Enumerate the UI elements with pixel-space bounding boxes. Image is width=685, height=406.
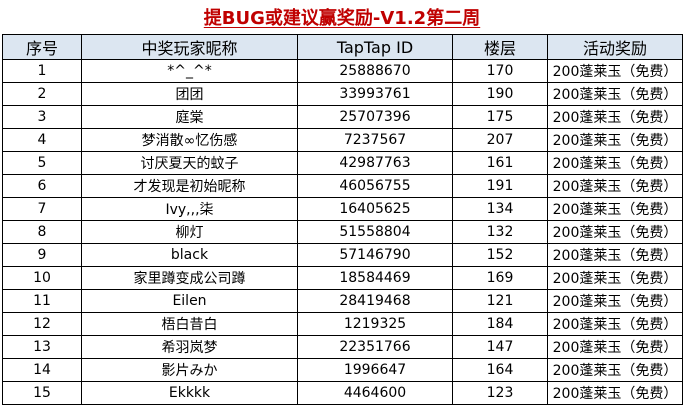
header-taptap-id: TapTap ID <box>297 34 453 60</box>
cell-taptap-id: 25888670 <box>297 59 453 83</box>
cell-nickname: 希羽岚梦 <box>81 335 298 359</box>
winners-sheet: 提BUG或建议赢奖励-V1.2第二周 序号 中奖玩家昵称 TapTap ID 楼… <box>2 4 683 405</box>
cell-rank: 10 <box>2 266 82 290</box>
cell-floor: 207 <box>452 128 548 152</box>
cell-nickname: 梧白昔白 <box>81 312 298 336</box>
table-row: 3 庭棠 25707396 175 200蓬莱玉（免费） <box>2 105 683 129</box>
cell-nickname: 团团 <box>81 82 298 106</box>
cell-rank: 7 <box>2 197 82 221</box>
cell-floor: 161 <box>452 151 548 175</box>
cell-nickname: Ivy,,,柒 <box>81 197 298 221</box>
cell-rank: 12 <box>2 312 82 336</box>
cell-floor: 123 <box>452 381 548 405</box>
winners-table: 序号 中奖玩家昵称 TapTap ID 楼层 活动奖励 1 *^_^* 258886… <box>2 34 683 405</box>
cell-reward: 200蓬莱玉（免费） <box>547 105 683 129</box>
cell-rank: 6 <box>2 174 82 198</box>
cell-floor: 132 <box>452 220 548 244</box>
cell-nickname: 柳灯 <box>81 220 298 244</box>
table-row: 5 讨厌夏天的蚊子 42987763 161 200蓬莱玉（免费） <box>2 151 683 175</box>
cell-reward: 200蓬莱玉（免费） <box>547 59 683 83</box>
header-rank: 序号 <box>2 34 82 60</box>
cell-floor: 134 <box>452 197 548 221</box>
cell-taptap-id: 25707396 <box>297 105 453 129</box>
cell-taptap-id: 1219325 <box>297 312 453 336</box>
cell-taptap-id: 28419468 <box>297 289 453 313</box>
cell-reward: 200蓬莱玉（免费） <box>547 151 683 175</box>
table-row: 13 希羽岚梦 22351766 147 200蓬莱玉（免费） <box>2 335 683 359</box>
cell-rank: 1 <box>2 59 82 83</box>
cell-floor: 147 <box>452 335 548 359</box>
cell-reward: 200蓬莱玉（免费） <box>547 335 683 359</box>
cell-taptap-id: 16405625 <box>297 197 453 221</box>
cell-rank: 14 <box>2 358 82 382</box>
header-floor: 楼层 <box>452 34 548 60</box>
cell-rank: 8 <box>2 220 82 244</box>
table-row: 14 影片みか 1996647 164 200蓬莱玉（免费） <box>2 358 683 382</box>
cell-floor: 169 <box>452 266 548 290</box>
cell-rank: 5 <box>2 151 82 175</box>
cell-nickname: *^_^* <box>81 59 298 83</box>
cell-nickname: 梦消散∞忆伤感 <box>81 128 298 152</box>
cell-taptap-id: 33993761 <box>297 82 453 106</box>
cell-rank: 13 <box>2 335 82 359</box>
table-row: 7 Ivy,,,柒 16405625 134 200蓬莱玉（免费） <box>2 197 683 221</box>
cell-taptap-id: 22351766 <box>297 335 453 359</box>
cell-taptap-id: 4464600 <box>297 381 453 405</box>
cell-nickname: Eilen <box>81 289 298 313</box>
cell-nickname: Ekkkk <box>81 381 298 405</box>
cell-reward: 200蓬莱玉（免费） <box>547 243 683 267</box>
cell-reward: 200蓬莱玉（免费） <box>547 197 683 221</box>
cell-floor: 175 <box>452 105 548 129</box>
cell-taptap-id: 18584469 <box>297 266 453 290</box>
table-row: 10 家里蹲变成公司蹲 18584469 169 200蓬莱玉（免费） <box>2 266 683 290</box>
cell-reward: 200蓬莱玉（免费） <box>547 358 683 382</box>
table-row: 15 Ekkkk 4464600 123 200蓬莱玉（免费） <box>2 381 683 405</box>
cell-nickname: 讨厌夏天的蚊子 <box>81 151 298 175</box>
cell-floor: 184 <box>452 312 548 336</box>
cell-rank: 4 <box>2 128 82 152</box>
cell-reward: 200蓬莱玉（免费） <box>547 266 683 290</box>
cell-taptap-id: 46056755 <box>297 174 453 198</box>
table-row: 9 black 57146790 152 200蓬莱玉（免费） <box>2 243 683 267</box>
cell-nickname: 庭棠 <box>81 105 298 129</box>
cell-taptap-id: 42987763 <box>297 151 453 175</box>
cell-reward: 200蓬莱玉（免费） <box>547 381 683 405</box>
cell-reward: 200蓬莱玉（免费） <box>547 220 683 244</box>
cell-taptap-id: 57146790 <box>297 243 453 267</box>
header-reward: 活动奖励 <box>547 34 683 60</box>
header-row: 序号 中奖玩家昵称 TapTap ID 楼层 活动奖励 <box>2 34 683 60</box>
table-row: 1 *^_^* 25888670 170 200蓬莱玉（免费） <box>2 59 683 83</box>
cell-floor: 152 <box>452 243 548 267</box>
cell-rank: 11 <box>2 289 82 313</box>
cell-rank: 9 <box>2 243 82 267</box>
table-row: 8 柳灯 51558804 132 200蓬莱玉（免费） <box>2 220 683 244</box>
cell-reward: 200蓬莱玉（免费） <box>547 289 683 313</box>
table-row: 2 团团 33993761 190 200蓬莱玉（免费） <box>2 82 683 106</box>
cell-taptap-id: 7237567 <box>297 128 453 152</box>
cell-floor: 190 <box>452 82 548 106</box>
cell-nickname: 影片みか <box>81 358 298 382</box>
table-row: 12 梧白昔白 1219325 184 200蓬莱玉（免费） <box>2 312 683 336</box>
sheet-title: 提BUG或建议赢奖励-V1.2第二周 <box>203 8 481 29</box>
cell-reward: 200蓬莱玉（免费） <box>547 312 683 336</box>
table-row: 4 梦消散∞忆伤感 7237567 207 200蓬莱玉（免费） <box>2 128 683 152</box>
cell-reward: 200蓬莱玉（免费） <box>547 128 683 152</box>
cell-nickname: black <box>81 243 298 267</box>
table-row: 11 Eilen 28419468 121 200蓬莱玉（免费） <box>2 289 683 313</box>
cell-floor: 170 <box>452 59 548 83</box>
cell-taptap-id: 51558804 <box>297 220 453 244</box>
cell-floor: 164 <box>452 358 548 382</box>
cell-floor: 191 <box>452 174 548 198</box>
cell-rank: 15 <box>2 381 82 405</box>
cell-taptap-id: 1996647 <box>297 358 453 382</box>
cell-rank: 3 <box>2 105 82 129</box>
cell-rank: 2 <box>2 82 82 106</box>
header-nickname: 中奖玩家昵称 <box>81 34 298 60</box>
cell-reward: 200蓬莱玉（免费） <box>547 174 683 198</box>
cell-nickname: 才发现是初始昵称 <box>81 174 298 198</box>
cell-reward: 200蓬莱玉（免费） <box>547 82 683 106</box>
cell-floor: 121 <box>452 289 548 313</box>
table-row: 6 才发现是初始昵称 46056755 191 200蓬莱玉（免费） <box>2 174 683 198</box>
cell-nickname: 家里蹲变成公司蹲 <box>81 266 298 290</box>
